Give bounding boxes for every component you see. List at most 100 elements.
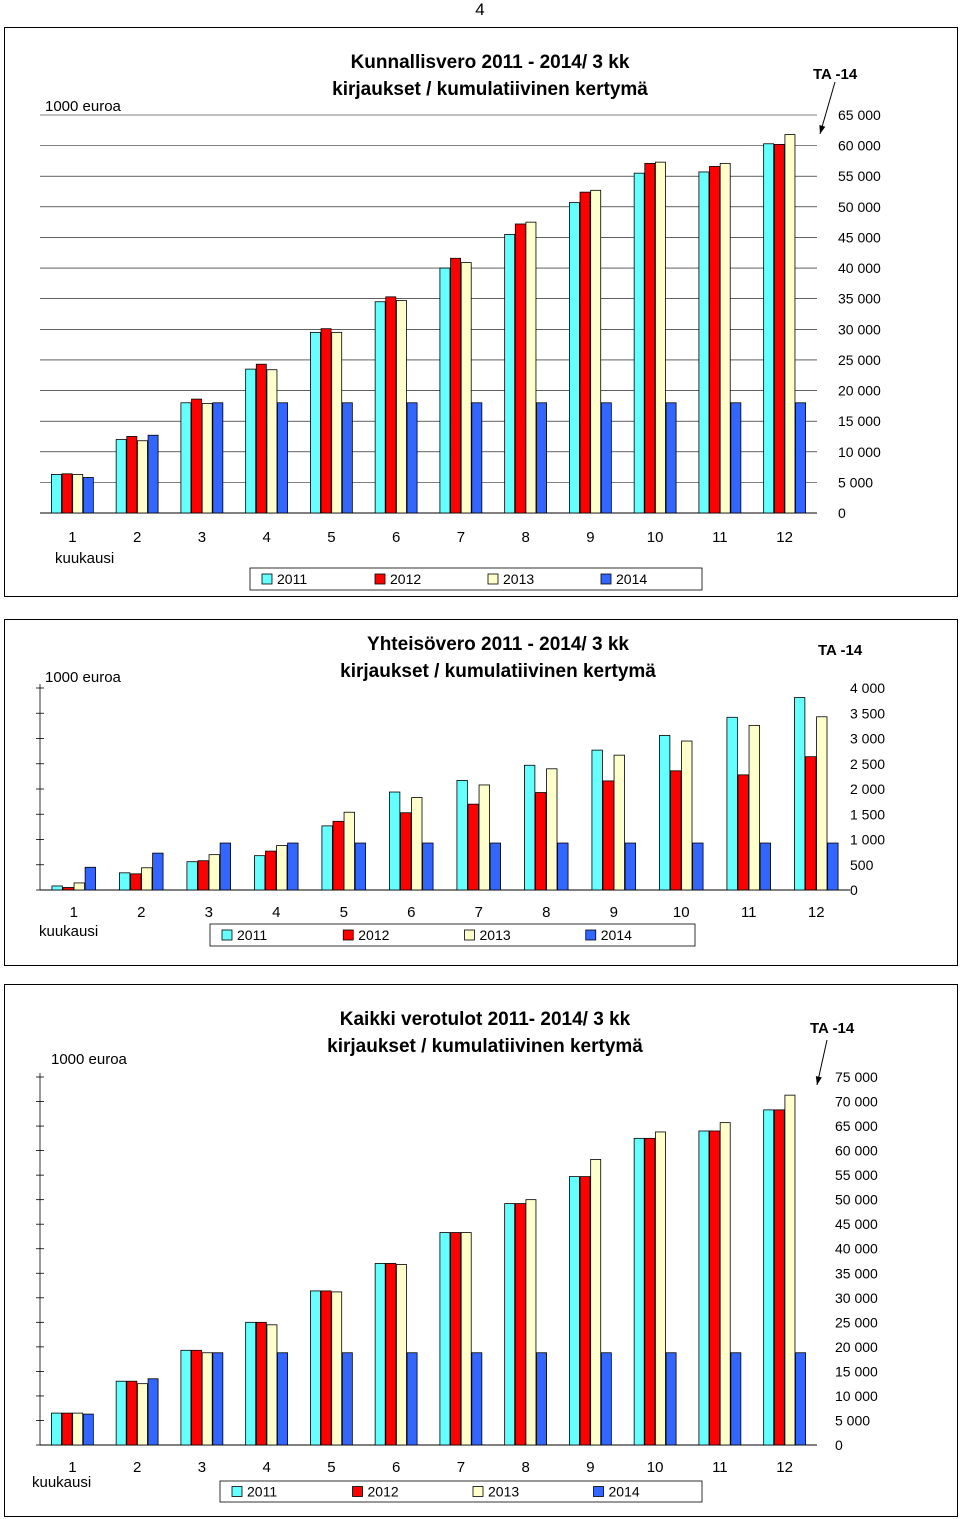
bar-2011-m12 — [763, 143, 775, 514]
bar-2012-m9 — [579, 191, 591, 514]
x-tick-label: 4 — [262, 529, 270, 546]
ta-label: TA -14 — [813, 66, 858, 83]
bar-2011-m8 — [504, 1203, 516, 1446]
legend-label-2014: 2014 — [616, 571, 647, 587]
x-tick-label: 2 — [137, 904, 145, 921]
bar-2012-m1 — [62, 887, 74, 891]
x-tick-label: 11 — [712, 1459, 728, 1476]
bar-2012-m9 — [602, 780, 614, 891]
legend-swatch-2012 — [342, 929, 354, 941]
bar-2012-m12 — [773, 143, 785, 514]
bar-2012-m11 — [737, 774, 749, 891]
bar-2011-m4 — [254, 855, 266, 891]
x-tick-label: 1 — [70, 904, 78, 921]
chart-kunnallisvero-svg: Kunnallisvero 2011 - 2014/ 3 kk kirjaukse… — [40, 52, 881, 591]
y-tick-label: 45 000 — [835, 1216, 878, 1232]
y-tick-label: 55 000 — [838, 168, 881, 184]
y-tick-label: 3 500 — [850, 705, 885, 721]
y-tick-label: 3 000 — [850, 731, 885, 747]
chart-yhteisovero-svg: Yhteisövero 2011 - 2014/ 3 kk kirjaukset … — [36, 634, 885, 947]
legend-box — [209, 923, 696, 947]
legend-swatch-2013 — [487, 573, 499, 585]
bar-2014-m6 — [422, 842, 434, 891]
bar-2014-m6 — [406, 1352, 418, 1446]
legend-swatch-2011 — [261, 573, 273, 585]
bar-2013-m4 — [276, 845, 288, 891]
bar-2012-m5 — [332, 820, 344, 891]
bar-2011-m6 — [389, 791, 401, 891]
x-tick-label: 7 — [457, 1459, 465, 1476]
bar-2012-m12 — [773, 1109, 785, 1446]
bar-2011-m11 — [698, 171, 710, 514]
bar-2012-m10 — [670, 770, 682, 891]
bar-2014-m11 — [730, 402, 742, 514]
y-tick-label: 2 000 — [850, 781, 885, 797]
x-tick-label: 9 — [586, 529, 594, 546]
bar-2014-m10 — [665, 1352, 677, 1446]
chart-title-line1: Kaikki verotulot 2011- 2014/ 3 kk — [340, 1009, 631, 1030]
bar-2014-m3 — [219, 842, 231, 891]
bar-2014-m2 — [147, 434, 159, 514]
bar-2013-m3 — [201, 1352, 213, 1446]
y-axis-label: 1000 euroa — [45, 669, 122, 686]
bar-2011-m6 — [374, 301, 386, 514]
bar-2012-m2 — [126, 436, 138, 514]
bar-2013-m7 — [478, 784, 490, 891]
bar-2011-m3 — [186, 861, 198, 891]
y-tick-label: 45 000 — [838, 229, 881, 245]
bar-2012-m4 — [255, 1321, 267, 1446]
bar-2013-m10 — [681, 740, 693, 891]
y-tick-label: 40 000 — [838, 260, 881, 276]
bar-2011-m9 — [591, 749, 603, 891]
x-tick-label: 6 — [392, 1459, 400, 1476]
chart-kaikki-verotulot-svg: Kaikki verotulot 2011- 2014/ 3 kk kirjauk… — [32, 1009, 878, 1503]
legend-label-2013: 2013 — [480, 927, 511, 943]
x-tick-label: 1 — [68, 529, 76, 546]
bar-2011-m8 — [524, 764, 536, 891]
x-tick-label: 11 — [741, 904, 757, 921]
y-tick-label: 10 000 — [838, 444, 881, 460]
x-tick-label: 2 — [133, 1459, 141, 1476]
x-tick-label: 11 — [712, 529, 728, 546]
x-axis-label: kuukausi — [39, 923, 98, 940]
legend-label-2011: 2011 — [277, 571, 307, 587]
x-axis-label: kuukausi — [55, 550, 114, 567]
y-tick-label: 4 000 — [850, 680, 885, 696]
bar-2012-m10 — [644, 162, 656, 514]
bar-2012-m3 — [197, 860, 209, 891]
chart-title-line1: Kunnallisvero 2011 - 2014/ 3 kk — [351, 52, 630, 73]
bar-2011-m5 — [310, 1290, 321, 1446]
y-tick-label: 40 000 — [835, 1241, 878, 1257]
bar-2013-m8 — [546, 768, 558, 891]
legend-label-2014: 2014 — [609, 1484, 640, 1500]
bar-2011-m1 — [51, 885, 63, 891]
bar-2012-m6 — [385, 1263, 397, 1446]
bar-2013-m9 — [613, 754, 625, 891]
bar-2012-m2 — [126, 1380, 138, 1446]
bar-2013-m9 — [590, 189, 602, 514]
x-tick-label: 9 — [610, 904, 618, 921]
y-tick-label: 25 000 — [838, 352, 881, 368]
bar-2014-m2 — [152, 852, 164, 891]
x-tick-label: 10 — [673, 904, 690, 921]
x-tick-label: 3 — [198, 1459, 206, 1476]
ta-label: TA -14 — [810, 1020, 855, 1037]
bar-2013-m7 — [460, 262, 472, 514]
bar-2012-m1 — [61, 1412, 73, 1446]
legend-box — [219, 1480, 703, 1503]
bar-2012-m6 — [385, 296, 397, 514]
bar-2013-m8 — [525, 221, 537, 514]
bar-2014-m5 — [341, 402, 353, 514]
bar-2014-m1 — [82, 477, 94, 514]
bar-2014-m8 — [536, 402, 547, 514]
bar-2013-m5 — [331, 331, 343, 514]
y-tick-label: 0 — [850, 882, 858, 898]
legend-label-2013: 2013 — [503, 571, 534, 587]
bar-2013-m6 — [396, 300, 407, 514]
page-number: 4 — [475, 0, 485, 19]
x-tick-label: 8 — [521, 1459, 529, 1476]
bar-2011-m3 — [180, 1349, 192, 1446]
legend-box — [249, 567, 703, 591]
y-tick-label: 60 000 — [838, 138, 881, 154]
bar-2013-m6 — [396, 1264, 407, 1446]
